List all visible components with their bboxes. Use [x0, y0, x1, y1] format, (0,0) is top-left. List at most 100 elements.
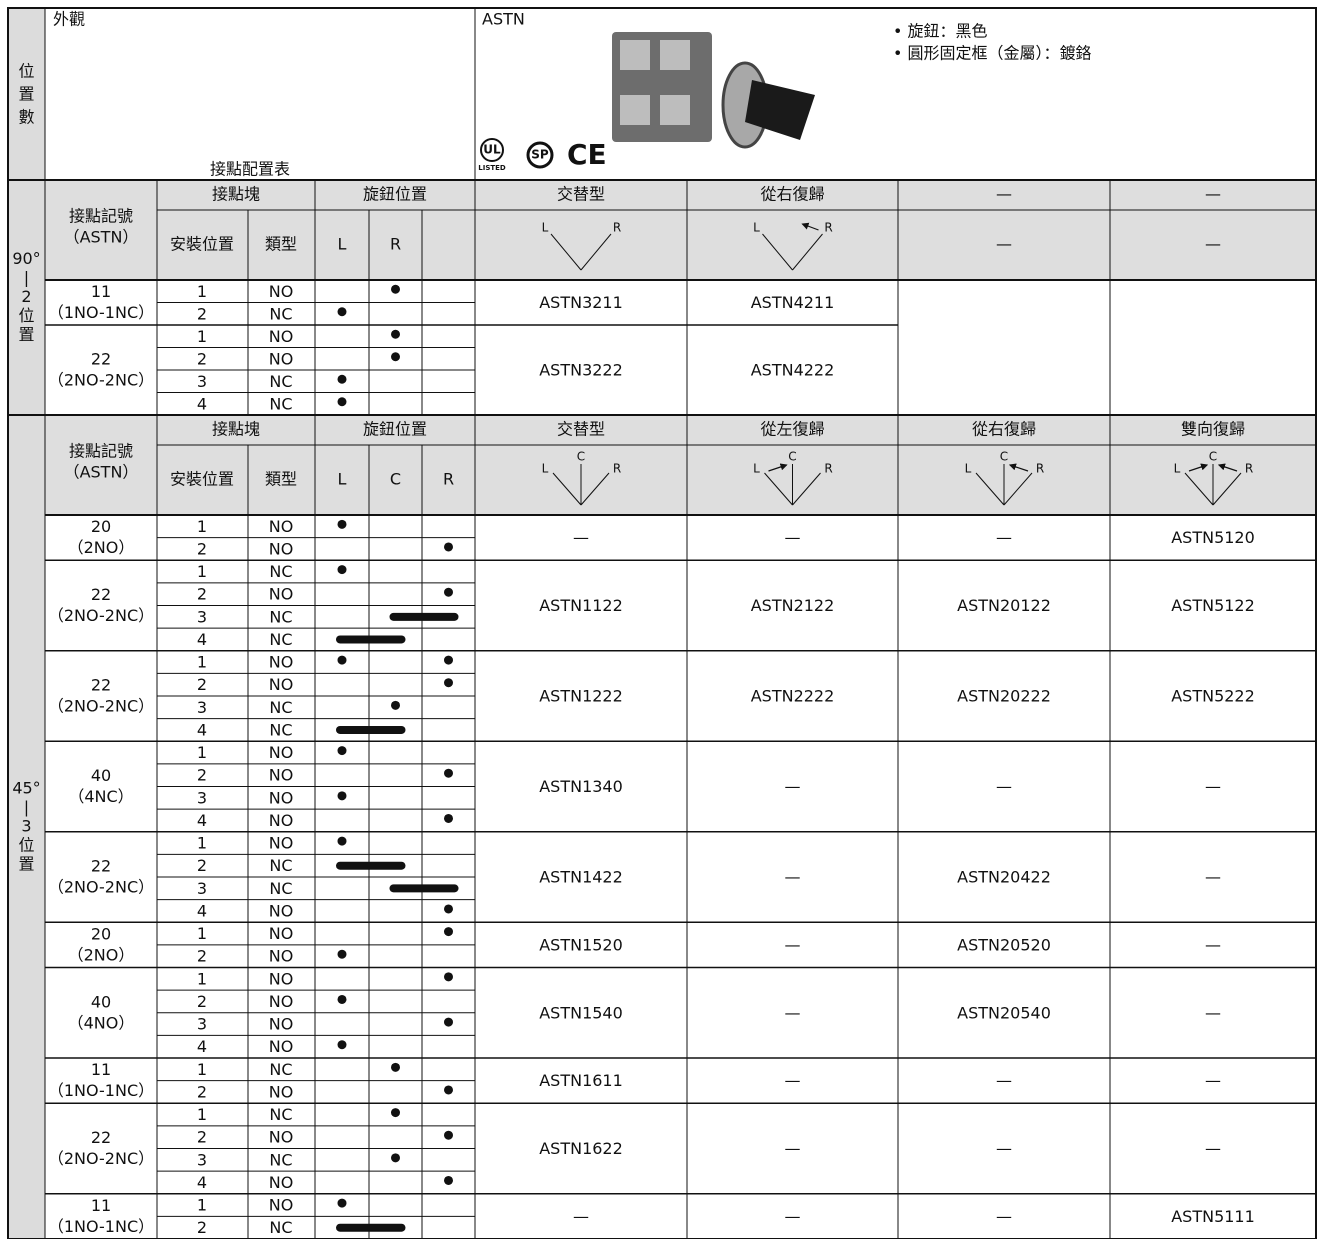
position-label: 2 [21, 287, 31, 306]
knob-col: R [443, 470, 454, 489]
operation: 從右復歸 [972, 420, 1036, 439]
model-number: — [1205, 935, 1221, 954]
diagram-label: L [753, 462, 760, 476]
mount-position: 安裝位置 [170, 235, 234, 254]
diagram-label: C [1000, 450, 1008, 464]
contact-symbol: （ASTN） [64, 463, 139, 482]
diagram-label: L [965, 462, 972, 476]
type-value: NO [269, 992, 294, 1011]
type-value: NO [269, 1037, 294, 1056]
model-number: ASTN5222 [1171, 687, 1255, 706]
diagram-label: L [753, 221, 760, 235]
feature: • 旋鈕：黑色 [893, 22, 988, 41]
type-value: NC [269, 607, 292, 626]
model-number: — [996, 528, 1012, 547]
contact-symbol: （ASTN） [64, 228, 139, 247]
model-number: ASTN1422 [539, 868, 623, 887]
contact-dot [391, 1108, 400, 1118]
type-value: NO [269, 1015, 294, 1034]
model-number: — [1205, 1071, 1221, 1090]
ce-logo: CE [567, 138, 607, 171]
diagram-label: R [824, 462, 832, 476]
return-arrow [1008, 463, 1029, 472]
diagram-line [764, 472, 793, 506]
contact-dot [391, 329, 400, 339]
type-value: NO [269, 766, 294, 785]
type-value: NC [269, 1150, 292, 1169]
product-image [612, 32, 815, 149]
contact-symbol-value: 40 [91, 992, 111, 1011]
model-number: ASTN1622 [539, 1139, 623, 1158]
type-value: NO [269, 788, 294, 807]
model-number: — [785, 868, 801, 887]
type-value: NO [269, 517, 294, 536]
csa-logo-text: SP [531, 148, 549, 162]
knob-col: L [338, 235, 347, 254]
type-value: NC [269, 1218, 292, 1237]
operation: 雙向復歸 [1181, 420, 1245, 439]
contact-dot [337, 994, 347, 1004]
contact-symbol-value: 22 [91, 350, 111, 369]
diagram-line [975, 472, 1005, 506]
contact-dot [337, 565, 347, 575]
contact-symbol-value: （2NO-2NC） [48, 371, 154, 390]
position-label: | [24, 268, 29, 287]
model-number: — [785, 1139, 801, 1158]
contact-dot [337, 949, 347, 959]
type-value: NO [269, 743, 294, 762]
contact-symbol-value: （1NO-1NC） [48, 303, 154, 322]
type-value: NC [269, 1105, 292, 1124]
model-number: ASTN2122 [751, 596, 835, 615]
contact-dot [337, 655, 347, 665]
type-value: NO [269, 834, 294, 853]
contact-dot [337, 397, 347, 407]
mount-value: 1 [197, 969, 207, 988]
model-number: ASTN5120 [1171, 528, 1255, 547]
diagram-label: R [1036, 462, 1044, 476]
mount-value: 4 [197, 811, 207, 830]
contact-dot [337, 519, 347, 529]
model-number: ASTN2222 [751, 687, 835, 706]
mount-value: 1 [197, 653, 207, 672]
contact-symbol: 接點記號 [69, 442, 133, 461]
mount-value: 4 [197, 1173, 207, 1192]
contact-dot [444, 655, 453, 665]
operation: 交替型 [557, 185, 605, 204]
model-number: — [785, 528, 801, 547]
diagram-line [580, 472, 610, 506]
mount-value: 1 [197, 924, 207, 943]
diagram-line [1212, 472, 1242, 506]
return-arrow [1188, 463, 1209, 472]
model-label: ASTN [482, 10, 525, 29]
diagram-label: R [613, 462, 621, 476]
model-number: — [785, 777, 801, 796]
type-value: NO [269, 327, 294, 346]
type-value: NO [269, 585, 294, 604]
contact-dot [391, 284, 400, 294]
contact-symbol-value: 20 [91, 924, 111, 943]
mount-value: 1 [197, 1105, 207, 1124]
model-number: — [785, 935, 801, 954]
mount-value: 4 [197, 630, 207, 649]
mount-value: 2 [197, 992, 207, 1011]
contact-dot [444, 972, 453, 982]
contact-dot [337, 1198, 347, 1208]
model-number: — [996, 777, 1012, 796]
mount-value: 3 [197, 1150, 207, 1169]
contact-dot [444, 904, 453, 914]
operation: 從左復歸 [760, 420, 824, 439]
section-header-shade [45, 415, 1316, 515]
mount-value: 1 [197, 1196, 207, 1215]
mount-value: 1 [197, 1060, 207, 1079]
contact-block: 接點塊 [212, 185, 260, 204]
type-value: NC [269, 698, 292, 717]
type-value: NO [269, 924, 294, 943]
contact-dot [337, 1040, 347, 1050]
contact-dot [444, 768, 453, 778]
type-value: NO [269, 969, 294, 988]
contact-dot [337, 307, 347, 317]
type-value: NO [269, 811, 294, 830]
model-number: ASTN4222 [751, 361, 835, 380]
mount-value: 2 [197, 585, 207, 604]
